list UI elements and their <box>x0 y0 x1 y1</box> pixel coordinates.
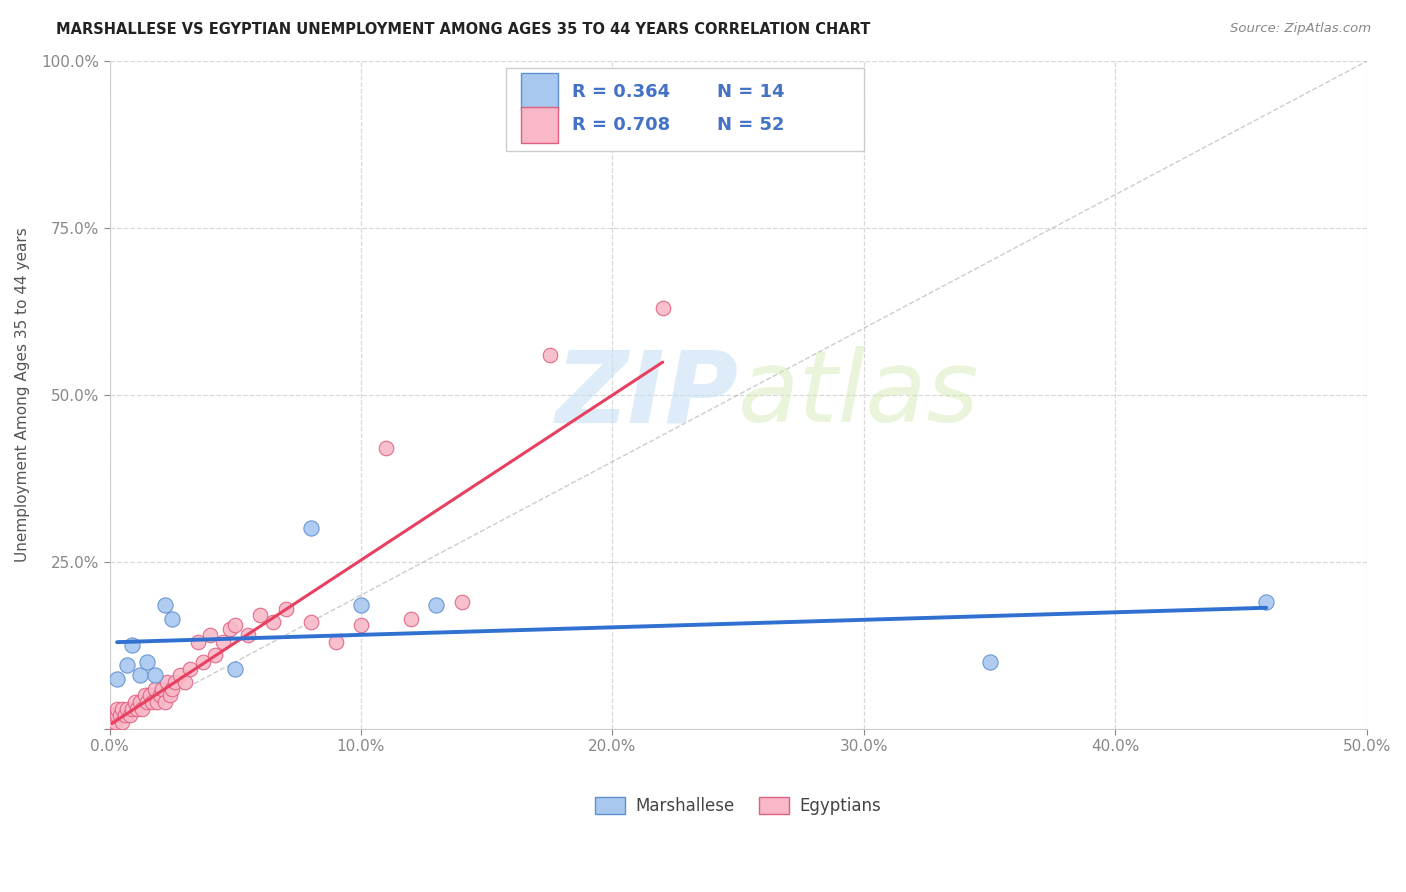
Text: atlas: atlas <box>738 346 980 443</box>
Point <box>651 301 673 315</box>
Text: R = 0.364: R = 0.364 <box>572 83 671 101</box>
Point <box>204 648 226 663</box>
Point <box>299 521 322 535</box>
Point <box>127 701 149 715</box>
Point <box>425 598 447 612</box>
Point <box>115 701 138 715</box>
Text: N = 14: N = 14 <box>717 83 785 101</box>
Point <box>143 681 166 696</box>
Point <box>101 708 124 723</box>
Point <box>131 701 153 715</box>
Point <box>299 615 322 629</box>
Point <box>159 689 181 703</box>
Point <box>153 598 176 612</box>
Point <box>128 695 150 709</box>
Point <box>162 681 184 696</box>
Point <box>139 689 162 703</box>
Point <box>538 348 561 362</box>
Point <box>153 695 176 709</box>
Point <box>236 628 259 642</box>
Bar <box>520 106 558 144</box>
Point <box>262 615 284 629</box>
Point <box>111 714 134 729</box>
Point <box>163 675 186 690</box>
Y-axis label: Unemployment Among Ages 35 to 44 years: Unemployment Among Ages 35 to 44 years <box>15 227 30 562</box>
Point <box>191 655 214 669</box>
Point <box>101 714 124 729</box>
Point <box>136 695 159 709</box>
Point <box>111 701 134 715</box>
Text: Source: ZipAtlas.com: Source: ZipAtlas.com <box>1230 22 1371 36</box>
Point <box>128 668 150 682</box>
Point <box>179 662 201 676</box>
Legend: Marshallese, Egyptians: Marshallese, Egyptians <box>589 790 887 822</box>
Point <box>198 628 221 642</box>
Point <box>136 655 159 669</box>
Point <box>115 658 138 673</box>
Point <box>350 618 373 632</box>
Bar <box>520 73 558 110</box>
Point <box>274 601 297 615</box>
Text: ZIP: ZIP <box>555 346 738 443</box>
Point <box>224 618 246 632</box>
Point <box>121 701 143 715</box>
Point <box>105 708 128 723</box>
Point <box>118 708 141 723</box>
Point <box>186 635 208 649</box>
Point <box>219 622 242 636</box>
Text: N = 52: N = 52 <box>717 116 785 134</box>
Point <box>146 695 169 709</box>
Point <box>375 442 398 456</box>
Point <box>174 675 197 690</box>
Point <box>103 708 125 723</box>
Point <box>124 695 146 709</box>
Point <box>143 668 166 682</box>
Point <box>224 662 246 676</box>
Point <box>141 695 163 709</box>
Point <box>149 689 172 703</box>
Point <box>134 689 156 703</box>
Point <box>105 701 128 715</box>
Point <box>150 681 173 696</box>
Point <box>401 611 423 625</box>
Point <box>114 708 136 723</box>
Text: R = 0.708: R = 0.708 <box>572 116 671 134</box>
Point <box>249 608 271 623</box>
Point <box>108 708 131 723</box>
Point <box>169 668 191 682</box>
Point <box>350 598 373 612</box>
Point <box>162 611 184 625</box>
Point <box>105 672 128 686</box>
Point <box>156 675 179 690</box>
Point <box>1256 595 1278 609</box>
Bar <box>506 68 863 152</box>
Point <box>121 638 143 652</box>
Point <box>211 635 233 649</box>
Text: MARSHALLESE VS EGYPTIAN UNEMPLOYMENT AMONG AGES 35 TO 44 YEARS CORRELATION CHART: MARSHALLESE VS EGYPTIAN UNEMPLOYMENT AMO… <box>56 22 870 37</box>
Point <box>103 714 125 729</box>
Point <box>325 635 347 649</box>
Point <box>979 655 1001 669</box>
Point <box>450 595 472 609</box>
